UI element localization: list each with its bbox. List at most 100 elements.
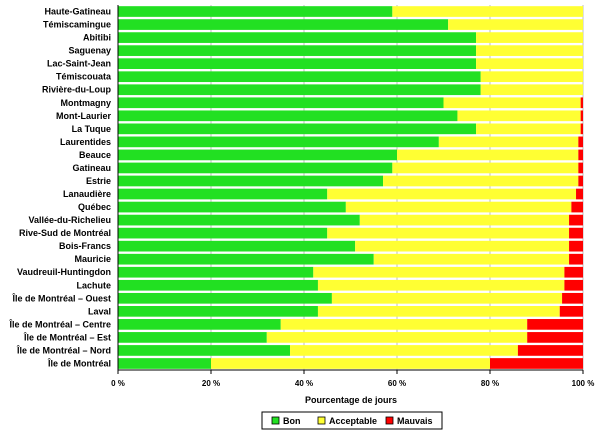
bar-acceptable — [480, 84, 583, 96]
bar-mauvais — [578, 175, 583, 187]
legend-swatch-acceptable — [317, 416, 326, 425]
bar-mauvais — [578, 136, 583, 148]
category-label: Laurentides — [60, 137, 111, 147]
bar-acceptable — [355, 240, 570, 252]
x-tick-label: 60 % — [388, 379, 406, 388]
bar-acceptable — [317, 305, 560, 317]
category-label: La Tuque — [72, 124, 111, 134]
bar-acceptable — [327, 188, 577, 200]
bar-bon — [118, 84, 481, 96]
legend-swatch-bon — [271, 416, 280, 425]
bar-acceptable — [313, 266, 565, 278]
bar-bon — [118, 97, 444, 109]
category-label: Mont-Laurier — [56, 111, 111, 121]
legend-label: Bon — [283, 416, 301, 426]
bar-bon — [118, 266, 314, 278]
bar-acceptable — [476, 32, 583, 43]
category-label: Abitibi — [83, 33, 111, 43]
bar-acceptable — [448, 19, 583, 30]
bar-bon — [118, 279, 318, 291]
category-label: Île de Montréal – Centre — [8, 318, 111, 329]
category-label: Vaudreuil-Huntingdon — [17, 267, 111, 277]
bar-bon — [118, 58, 477, 70]
bar-mauvais — [569, 227, 583, 239]
bar-acceptable — [476, 123, 581, 135]
x-tick-label: 80 % — [481, 379, 499, 388]
bar-mauvais — [580, 123, 583, 135]
bar-mauvais — [578, 162, 583, 174]
bar-acceptable — [290, 345, 518, 356]
bar-bon — [118, 240, 356, 252]
category-label: Vallée-du-Richelieu — [28, 215, 111, 225]
bar-acceptable — [266, 332, 528, 343]
category-label: Lanaudière — [63, 189, 111, 199]
bar-bon — [118, 19, 449, 30]
category-label: Rive-Sud de Montréal — [19, 228, 111, 238]
bar-acceptable — [438, 136, 579, 148]
category-label: Saguenay — [68, 46, 111, 56]
bar-bon — [118, 319, 281, 330]
bar-acceptable — [457, 110, 581, 122]
bar-acceptable — [383, 175, 579, 187]
bar-bon — [118, 253, 374, 265]
bar-mauvais — [580, 97, 583, 109]
x-tick-label: 100 % — [572, 379, 595, 388]
bar-bon — [118, 136, 439, 148]
bar-acceptable — [392, 162, 579, 174]
category-label: Montmagny — [61, 98, 112, 108]
bar-mauvais — [578, 149, 583, 161]
x-tick-label: 20 % — [202, 379, 220, 388]
legend-label: Mauvais — [397, 416, 433, 426]
bar-bon — [118, 123, 477, 135]
category-labels: Haute-Gatineau Témiscamingue Abitibi Saguen… — [8, 7, 112, 369]
bar-mauvais — [569, 253, 583, 265]
bar-mauvais — [571, 201, 583, 213]
bar-acceptable — [373, 253, 570, 265]
category-label: Estrie — [86, 176, 111, 186]
bar-bon — [118, 45, 477, 56]
legend-swatch-mauvais — [385, 416, 394, 425]
bar-mauvais — [517, 345, 583, 356]
x-tick-label: 40 % — [295, 379, 313, 388]
bar-bon — [118, 110, 458, 122]
bar-bon — [118, 292, 332, 304]
bar-mauvais — [569, 240, 583, 252]
legend-box — [261, 411, 443, 430]
bar-mauvais — [580, 110, 583, 122]
category-label: Beauce — [79, 150, 111, 160]
bars — [118, 6, 583, 369]
bar-acceptable — [280, 319, 528, 330]
bar-acceptable — [345, 201, 572, 213]
category-label: Lac-Saint-Jean — [47, 59, 111, 69]
bar-mauvais — [576, 188, 583, 200]
bar-acceptable — [480, 71, 583, 83]
bar-acceptable — [392, 6, 583, 17]
bar-bon — [118, 227, 328, 239]
bar-acceptable — [211, 358, 490, 369]
bar-mauvais — [527, 319, 583, 330]
bar-acceptable — [476, 45, 583, 56]
category-label: Lachute — [76, 280, 111, 290]
bar-mauvais — [564, 279, 583, 291]
bar-acceptable — [443, 97, 581, 109]
bar-bon — [118, 175, 384, 187]
category-label: Île de Montréal — [47, 357, 111, 368]
category-label: Rivière-du-Loup — [42, 85, 112, 95]
bar-bon — [118, 162, 393, 174]
bar-mauvais — [564, 266, 583, 278]
bar-bon — [118, 149, 397, 161]
legend-label: Acceptable — [329, 416, 377, 426]
category-label: Québec — [78, 202, 111, 212]
bar-acceptable — [327, 227, 570, 239]
bar-mauvais — [490, 358, 583, 369]
category-label: Haute-Gatineau — [44, 7, 111, 17]
bar-bon — [118, 188, 328, 200]
x-axis: 0 % 20 % 40 % 60 % 80 % 100 % — [111, 5, 594, 388]
category-label: Bois-Francs — [59, 241, 111, 251]
bar-bon — [118, 332, 267, 343]
x-axis-title: Pourcentage de jours — [305, 395, 397, 405]
x-tick-label: 0 % — [111, 379, 125, 388]
bar-bon — [118, 345, 291, 356]
category-label: Gatineau — [72, 163, 111, 173]
